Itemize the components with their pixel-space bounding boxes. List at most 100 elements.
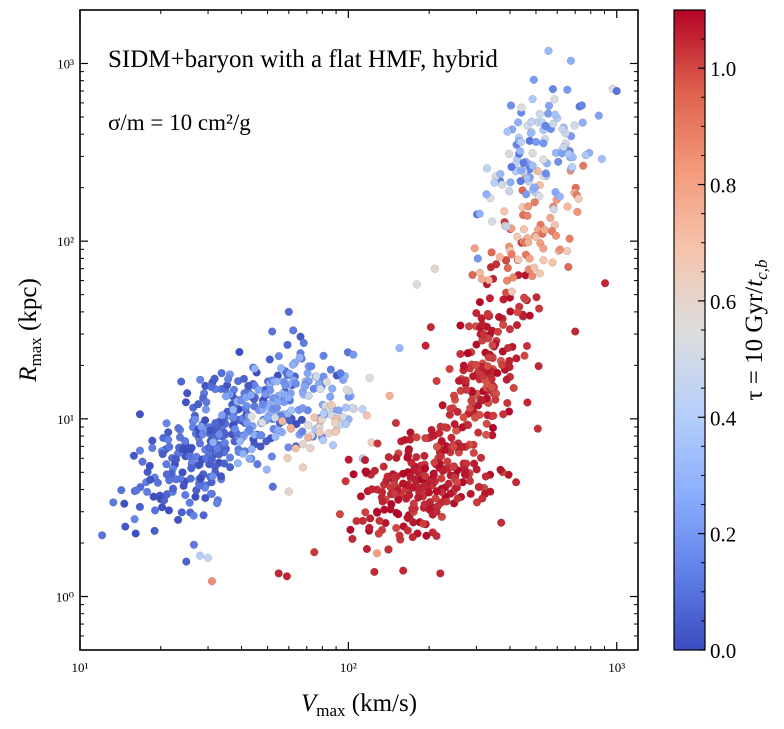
data-point	[239, 374, 249, 384]
data-point	[535, 109, 544, 119]
data-point	[484, 276, 493, 285]
data-point	[288, 360, 298, 369]
data-point	[316, 384, 325, 394]
y-tick-label: 10⁰	[56, 590, 74, 605]
data-point	[366, 514, 375, 523]
data-point	[499, 295, 508, 304]
data-point	[409, 499, 418, 508]
x-axis-label-subscript: max	[316, 701, 346, 720]
data-point	[362, 411, 371, 420]
data-point	[422, 531, 431, 540]
data-point	[535, 269, 544, 278]
data-point	[481, 472, 490, 481]
data-point	[412, 453, 421, 462]
data-point	[191, 415, 200, 424]
data-point	[517, 103, 526, 112]
data-point	[205, 443, 214, 452]
data-point	[209, 438, 218, 447]
data-point	[498, 180, 507, 189]
colorbar-tick-label: 0.6	[710, 290, 736, 314]
data-point	[530, 263, 539, 272]
colorbar-label: τ = 10 Gyr/tc,b	[741, 260, 771, 401]
data-point	[201, 493, 210, 503]
data-point	[555, 192, 565, 201]
data-point	[307, 362, 316, 371]
data-point	[523, 398, 532, 407]
data-point	[579, 161, 588, 170]
data-point	[373, 439, 382, 448]
data-point	[506, 178, 515, 187]
data-point	[420, 482, 429, 491]
data-point	[383, 472, 392, 481]
data-point	[505, 187, 514, 196]
data-point	[472, 309, 481, 318]
data-point	[403, 513, 412, 522]
data-point	[516, 137, 526, 147]
data-point	[174, 424, 183, 433]
data-point	[197, 422, 206, 431]
data-point	[399, 566, 408, 575]
data-point	[220, 459, 229, 468]
data-point	[229, 405, 238, 414]
data-point	[408, 532, 417, 542]
data-point	[322, 377, 331, 387]
colorbar-ticks: 0.0 0.2 0.4 0.6 0.8 1.0	[698, 38, 737, 663]
data-point	[235, 437, 245, 446]
data-point	[533, 424, 542, 433]
data-point	[499, 320, 508, 330]
data-point	[207, 577, 217, 586]
data-point	[298, 463, 308, 472]
data-point	[513, 232, 522, 241]
data-point	[362, 467, 371, 476]
data-point	[230, 424, 240, 434]
data-point	[304, 420, 313, 430]
data-point	[484, 353, 493, 362]
x-axis-label: Vmax (km/s)	[301, 690, 417, 720]
data-point	[534, 304, 544, 313]
x-axis-label-symbol: V	[301, 690, 319, 717]
data-point	[390, 489, 399, 498]
data-point	[493, 368, 502, 378]
data-point	[274, 352, 283, 361]
data-point	[225, 463, 235, 472]
data-point	[213, 444, 222, 453]
data-point	[143, 487, 152, 497]
data-point	[573, 207, 582, 217]
data-point	[558, 125, 567, 134]
data-point	[208, 472, 217, 481]
data-point	[544, 101, 554, 110]
data-point	[472, 360, 481, 370]
data-point	[546, 213, 555, 223]
data-point	[274, 569, 283, 578]
y-axis-ticks: 10⁰ 10¹ 10² 10³	[56, 56, 638, 637]
data-point	[179, 445, 188, 454]
data-point	[341, 419, 351, 429]
data-point	[525, 254, 534, 263]
data-point	[468, 270, 477, 280]
data-point	[482, 190, 491, 199]
data-point	[334, 406, 343, 415]
data-point	[597, 154, 607, 164]
data-point	[478, 396, 487, 405]
data-point	[265, 355, 274, 364]
data-point	[463, 349, 472, 358]
data-point	[174, 515, 183, 525]
data-point	[162, 419, 171, 428]
data-point	[349, 350, 358, 359]
data-point	[296, 332, 305, 341]
y-tick-label: 10²	[57, 234, 74, 249]
data-point	[548, 119, 558, 129]
data-point	[270, 413, 280, 422]
data-point	[121, 522, 130, 531]
data-point	[131, 529, 140, 538]
data-point	[502, 222, 511, 231]
data-point	[246, 391, 256, 400]
data-point	[565, 234, 574, 243]
data-point	[448, 462, 458, 472]
data-point	[488, 383, 497, 392]
data-point	[310, 548, 319, 557]
data-point	[392, 472, 401, 481]
data-point	[512, 321, 522, 330]
data-point	[466, 404, 475, 413]
data-point	[120, 499, 129, 508]
